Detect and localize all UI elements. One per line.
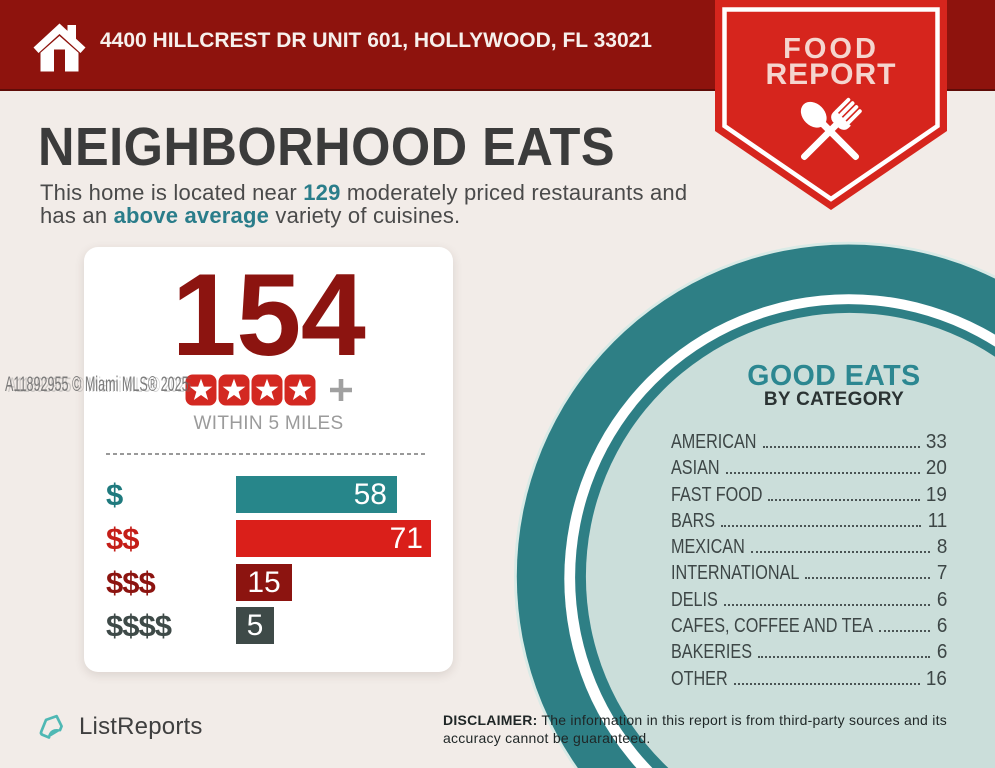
- svg-text:FOOD: FOOD: [783, 33, 879, 65]
- svg-text:REPORT: REPORT: [765, 58, 896, 91]
